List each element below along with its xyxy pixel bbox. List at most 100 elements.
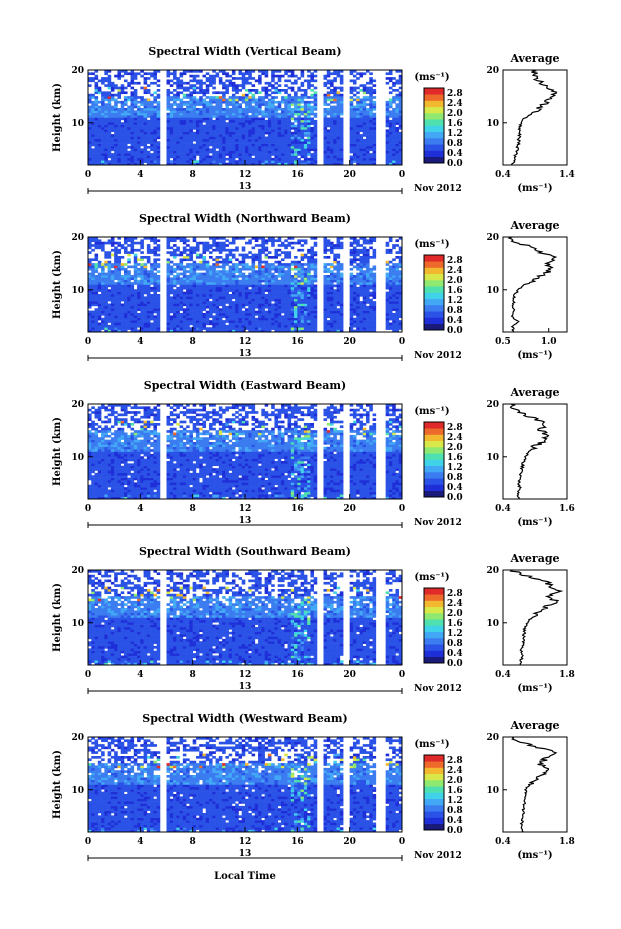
colorbar-tick-label: 1.6 [447,453,463,463]
colorbar-tick-label: 1.6 [447,286,463,296]
x-tick-label: 8 [190,170,196,180]
x-tick-label: 12 [239,837,252,847]
colorbar-tick-label: 1.6 [447,119,463,129]
colorbar-tick-label: 0.4 [447,316,463,326]
y-tick-label: 20 [71,400,84,410]
colorbar-swatch [424,656,444,664]
x-tick-label: 12 [239,670,252,680]
y-tick-label: 10 [71,786,84,796]
average-y-tick-label: 10 [486,453,499,463]
x-tick-label: 4 [137,504,143,514]
average-y-tick-label: 10 [486,119,499,129]
panel-title: Spectral Width (Northward Beam) [139,212,351,225]
colorbar-swatch [424,594,444,601]
average-x-tick-label: 1.4 [559,170,575,180]
heatmap-cells [88,737,403,833]
average-title: Average [509,386,559,399]
y-tick-label: 20 [71,233,84,243]
colorbar-swatch [424,465,444,473]
colorbar-tick-label: 0.0 [447,159,463,169]
date-label: Nov 2012 [414,851,462,861]
colorbar-swatch [424,755,444,762]
y-tick-label: 10 [71,286,84,296]
x-tick-label: 0 [85,170,91,180]
colorbar-swatch [424,773,444,781]
date-label: Nov 2012 [414,518,462,528]
colorbar-frame [423,254,445,331]
average-x-tick-label: 1.8 [559,837,575,847]
average-x-tick-label: 0.4 [495,670,511,680]
colorbar-swatch [424,131,444,139]
x-tick-label: 16 [291,337,304,347]
panels-group: Spectral Width (Vertical Beam) 10 20 Height… [52,45,575,861]
colorbar-swatch [424,484,444,492]
x-tick-label: 4 [137,170,143,180]
x-tick-label: 0 [85,504,91,514]
colorbar-swatch [424,600,444,608]
colorbar-tick-label: 2.4 [447,766,463,776]
x-tick-label: 16 [291,670,304,680]
average-frame [502,403,568,500]
average-x-tick-label: 1.6 [559,504,575,514]
y-axis-label: Height (km) [52,83,63,152]
colorbar-frame [423,587,445,664]
colorbar-swatch [424,588,444,595]
colorbar-swatch [424,106,444,114]
colorbar-swatch [424,317,444,325]
colorbar-tick-label: 0.4 [447,649,463,659]
colorbar-swatch [424,94,444,101]
colorbar-unit: (ms⁻¹) [414,406,449,417]
x-tick-label: 12 [239,170,252,180]
panel-title: Spectral Width (Southward Beam) [139,545,351,558]
x-tick-label: 12 [239,504,252,514]
colorbar-tick-label: 1.6 [447,619,463,629]
average-title: Average [509,52,559,65]
colorbar-unit: (ms⁻¹) [414,239,449,250]
colorbar-tick-label: 2.4 [447,266,463,276]
colorbar-swatch [424,440,444,448]
x-tick-label: 0 [399,837,405,847]
colorbar-tick-label: 2.8 [447,89,463,99]
panel-title: Spectral Width (Vertical Beam) [148,45,341,58]
average-x-tick-label: 0.4 [495,170,511,180]
colorbar-swatch [424,811,444,818]
average-frame [502,569,568,666]
colorbar-frame [423,421,445,498]
average-unit: (ms⁻¹) [517,517,552,528]
x-tick-label: 20 [343,670,356,680]
average-profile-line [509,403,550,500]
colorbar-unit: (ms⁻¹) [414,739,449,750]
colorbar-swatch [424,478,444,485]
average-title: Average [509,552,559,565]
colorbar-swatch [424,125,444,133]
average-y-tick-label: 20 [486,733,499,743]
colorbar-swatch [424,613,444,620]
colorbar-tick-label: 0.4 [447,149,463,159]
day-label: 13 [239,182,252,192]
panel-title: Spectral Width (Westward Beam) [142,712,347,725]
average-x-tick-label: 1.0 [541,337,557,347]
x-tick-label: 0 [399,170,405,180]
x-tick-label: 16 [291,837,304,847]
y-tick-label: 10 [71,119,84,129]
average-frame [502,736,568,833]
colorbar-swatch [424,422,444,429]
average-y-tick-label: 10 [486,286,499,296]
colorbar-swatch [424,805,444,812]
colorbar-swatch [424,786,444,793]
colorbar-tick-label: 2.0 [447,443,463,453]
average-y-tick-label: 10 [486,619,499,629]
day-label: 13 [239,516,252,526]
average-unit: (ms⁻¹) [517,683,552,694]
colorbar-tick-label: 1.2 [447,463,463,473]
x-tick-label: 0 [399,337,405,347]
colorbar-tick-label: 0.8 [447,639,463,649]
colorbar-swatch [424,625,444,633]
heatmap-cells [88,570,403,666]
y-axis-label: Height (km) [52,417,63,486]
day-label: 13 [239,682,252,692]
colorbar-tick-label: 2.8 [447,423,463,433]
x-tick-label: 0 [399,504,405,514]
colorbar-swatch [424,138,444,145]
